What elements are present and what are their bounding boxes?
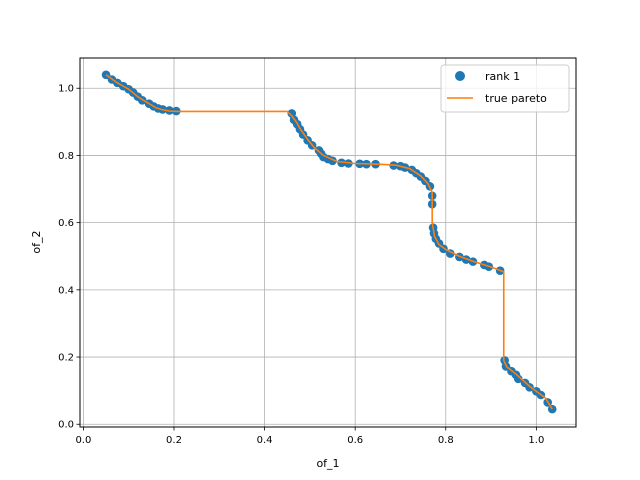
legend: rank 1 true pareto	[440, 64, 570, 113]
legend-label-true-pareto: true pareto	[485, 92, 547, 105]
x-axis-label: of_1	[316, 457, 339, 470]
y-tick-label: 0.8	[58, 151, 74, 162]
y-tick-label: 0.2	[58, 353, 74, 364]
ticks: 0.0 0.2 0.4 0.6 0.8 1.0 0.0 0.2 0.4 0.6 0.8 1.0	[58, 84, 544, 446]
x-tick-label: 0.6	[347, 435, 363, 446]
axes-frame	[79, 57, 577, 428]
x-tick-label: 0.8	[438, 435, 454, 446]
y-tick-label: 0.6	[58, 218, 74, 229]
x-tick-label: 1.0	[528, 435, 544, 446]
x-tick-label: 0.2	[166, 435, 182, 446]
scatter-point	[513, 374, 523, 384]
y-axis-label: of_2	[30, 230, 43, 253]
x-tick-label: 0.0	[75, 435, 91, 446]
plot-area	[101, 70, 557, 414]
scatter-point	[547, 404, 557, 414]
legend-box	[440, 64, 570, 113]
legend-marker-rank-1	[455, 71, 465, 81]
legend-label-rank-1: rank 1	[485, 70, 520, 83]
scatter-point	[337, 158, 346, 168]
y-tick-label: 0.0	[58, 420, 74, 431]
y-tick-label: 1.0	[58, 84, 74, 95]
y-tick-label: 0.4	[58, 285, 74, 296]
series-line-true-pareto	[105, 74, 553, 410]
x-tick-label: 0.4	[257, 435, 273, 446]
